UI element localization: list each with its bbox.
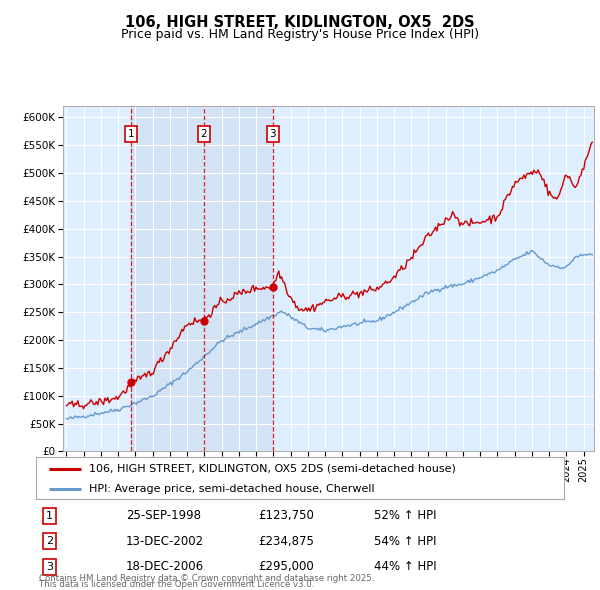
Text: Contains HM Land Registry data © Crown copyright and database right 2025.: Contains HM Land Registry data © Crown c… (39, 574, 374, 583)
Text: 106, HIGH STREET, KIDLINGTON, OX5 2DS (semi-detached house): 106, HIGH STREET, KIDLINGTON, OX5 2DS (s… (89, 464, 455, 474)
Text: 25-SEP-1998: 25-SEP-1998 (126, 509, 201, 522)
Text: £234,875: £234,875 (258, 535, 314, 548)
Text: Price paid vs. HM Land Registry's House Price Index (HPI): Price paid vs. HM Land Registry's House … (121, 28, 479, 41)
Text: HPI: Average price, semi-detached house, Cherwell: HPI: Average price, semi-detached house,… (89, 484, 374, 494)
Text: 106, HIGH STREET, KIDLINGTON, OX5  2DS: 106, HIGH STREET, KIDLINGTON, OX5 2DS (125, 15, 475, 30)
Text: 2: 2 (46, 536, 53, 546)
Text: 3: 3 (269, 129, 276, 139)
Bar (131, 106, 272, 451)
Text: 3: 3 (46, 562, 53, 572)
Text: 54% ↑ HPI: 54% ↑ HPI (374, 535, 436, 548)
Text: 1: 1 (128, 129, 134, 139)
Text: 44% ↑ HPI: 44% ↑ HPI (374, 560, 437, 573)
Text: 18-DEC-2006: 18-DEC-2006 (126, 560, 204, 573)
Text: 2: 2 (200, 129, 207, 139)
Text: £123,750: £123,750 (258, 509, 314, 522)
Text: 1: 1 (46, 511, 53, 521)
Text: 13-DEC-2002: 13-DEC-2002 (126, 535, 204, 548)
Text: This data is licensed under the Open Government Licence v3.0.: This data is licensed under the Open Gov… (39, 581, 314, 589)
Text: £295,000: £295,000 (258, 560, 314, 573)
Text: 52% ↑ HPI: 52% ↑ HPI (374, 509, 436, 522)
